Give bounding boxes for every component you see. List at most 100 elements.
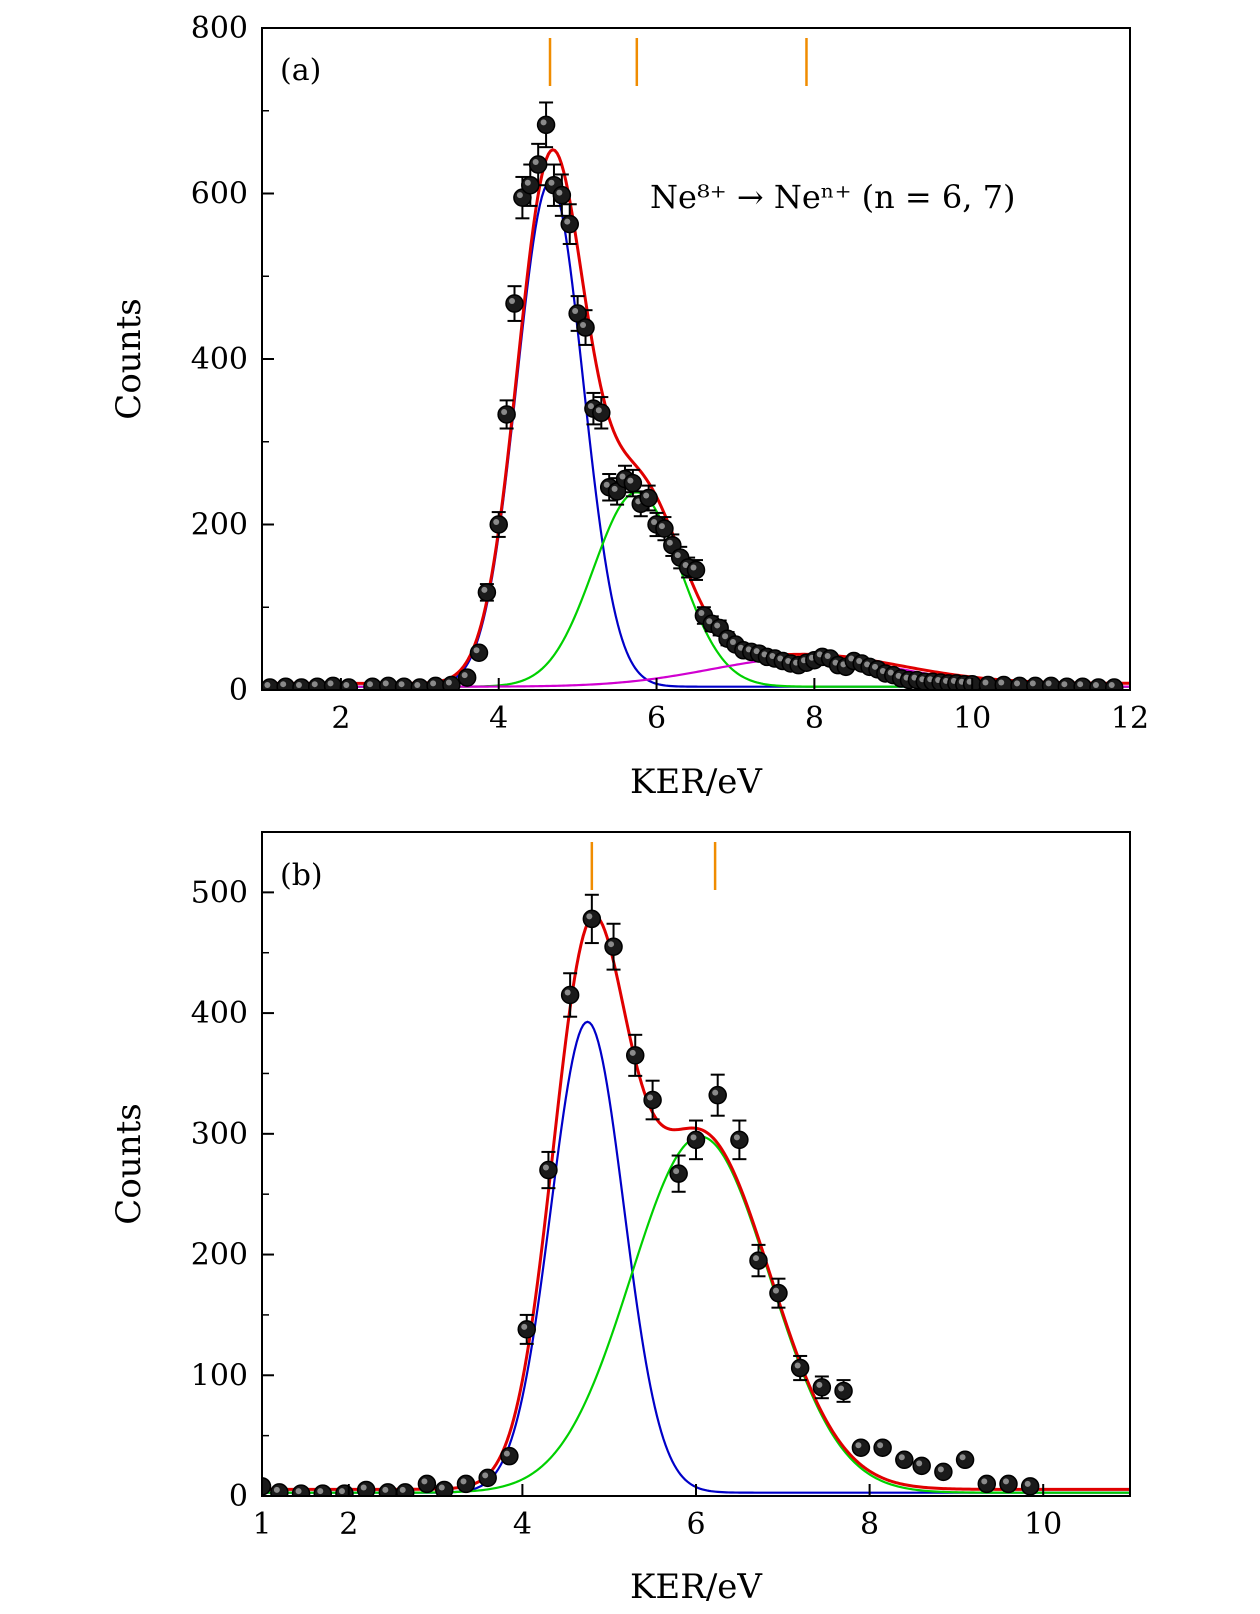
data-point-highlight	[832, 659, 839, 666]
x-tick-label: 10	[1024, 1507, 1062, 1542]
data-point	[500, 1446, 519, 1466]
data-point-highlight	[1061, 681, 1068, 688]
data-point-highlight	[682, 562, 689, 569]
fit-component-curve	[262, 1135, 1130, 1494]
data-point-highlight	[824, 653, 831, 660]
data-point-highlight	[666, 539, 673, 546]
x-tick-label: 2	[339, 1507, 358, 1542]
data-point	[505, 294, 524, 313]
data-point-highlight	[501, 408, 508, 415]
data-point-highlight	[540, 119, 547, 126]
data-point-highlight	[382, 680, 389, 687]
data-point	[517, 1320, 536, 1339]
data-point-highlight	[816, 1381, 823, 1388]
data-point-highlight	[643, 492, 650, 499]
y-tick-label: 400	[191, 996, 248, 1031]
data-point-highlight	[445, 679, 452, 686]
data-point-highlight	[317, 1488, 324, 1495]
data-point	[478, 1468, 497, 1488]
y-tick-label: 100	[191, 1358, 248, 1393]
data-point-highlight	[898, 1454, 905, 1461]
y-tick-label: 800	[191, 11, 248, 46]
data-point	[576, 318, 595, 337]
data-point	[363, 677, 382, 690]
data-point-highlight	[572, 307, 579, 314]
data-point	[669, 1164, 688, 1183]
data-point-highlight	[398, 681, 405, 688]
data-point-highlight	[542, 1164, 549, 1171]
y-tick-label: 400	[191, 342, 248, 377]
data-point-highlight	[273, 1486, 280, 1493]
data-point	[730, 1130, 749, 1150]
data-point	[1020, 1477, 1040, 1496]
x-tick-label: 2	[331, 701, 350, 736]
x-axis-title-b: KER/eV	[630, 1567, 763, 1607]
panel-label-a: (a)	[280, 53, 321, 88]
data-point	[292, 678, 311, 690]
data-point-highlight	[698, 610, 705, 617]
data-point-highlight	[264, 682, 271, 689]
data-point	[457, 668, 477, 687]
data-point-highlight	[343, 682, 350, 689]
y-tick-label: 600	[191, 177, 248, 212]
data-point	[873, 1438, 892, 1457]
plot-frame-b	[261, 831, 1131, 1497]
y-tick-label: 300	[191, 1117, 248, 1152]
data-point-highlight	[729, 638, 736, 645]
data-point	[323, 676, 343, 690]
panel-label-b: (b)	[280, 858, 323, 893]
data-point-highlight	[619, 473, 626, 480]
data-point	[592, 403, 611, 423]
data-point-highlight	[647, 1094, 654, 1101]
data-point-highlight	[295, 682, 302, 689]
data-point	[643, 1090, 662, 1110]
data-point	[307, 677, 327, 690]
y-tick-label: 0	[229, 673, 248, 708]
data-point	[1104, 678, 1124, 690]
data-point-highlight	[629, 1049, 636, 1056]
data-point-highlight	[772, 1287, 779, 1294]
data-point-highlight	[564, 218, 571, 225]
data-point-highlight	[733, 1134, 740, 1141]
data-point	[536, 115, 556, 135]
data-point	[410, 678, 430, 690]
data-point-highlight	[481, 586, 488, 593]
panel-a: 2 4 6 8 10 12 0 200 400 600 800 (a) Ne⁸⁺ → Neⁿ⁺ (n…	[109, 11, 1149, 802]
data-point-highlight	[280, 681, 287, 688]
data-point-highlight	[838, 1385, 845, 1392]
data-point	[395, 1483, 415, 1496]
data-point-highlight	[982, 679, 989, 686]
data-point-highlight	[1029, 680, 1036, 687]
data-point-highlight	[937, 1466, 944, 1473]
data-point-highlight	[877, 1442, 884, 1449]
data-point	[560, 214, 579, 234]
data-point-highlight	[651, 519, 658, 525]
y-tick-label: 0	[229, 1479, 248, 1514]
data-point-highlight	[532, 159, 539, 166]
data-point-highlight	[1092, 682, 1099, 689]
data-point	[955, 1450, 975, 1470]
data-point-highlight	[753, 648, 760, 655]
data-point-highlight	[587, 403, 594, 410]
data-point	[339, 678, 359, 690]
data-point-highlight	[714, 622, 721, 629]
data-point-highlight	[690, 1134, 697, 1141]
data-point	[625, 1046, 645, 1065]
data-point-highlight	[595, 407, 602, 414]
data-point-highlight	[1108, 682, 1115, 689]
data-point-highlight	[871, 663, 878, 670]
data-point	[456, 1474, 476, 1494]
x-tick-label: 12	[1111, 701, 1149, 736]
data-point-highlight	[603, 481, 610, 488]
data-point	[335, 1484, 354, 1496]
data-point-highlight	[864, 661, 871, 668]
data-point-highlight	[521, 1323, 528, 1330]
data-point	[1057, 677, 1077, 690]
data-point-highlight	[586, 913, 593, 920]
fit-component-curve	[262, 1020, 1130, 1494]
data-point	[790, 1358, 810, 1378]
data-point-highlight	[722, 633, 729, 640]
data-point-highlight	[366, 681, 373, 688]
data-point	[417, 1474, 437, 1494]
